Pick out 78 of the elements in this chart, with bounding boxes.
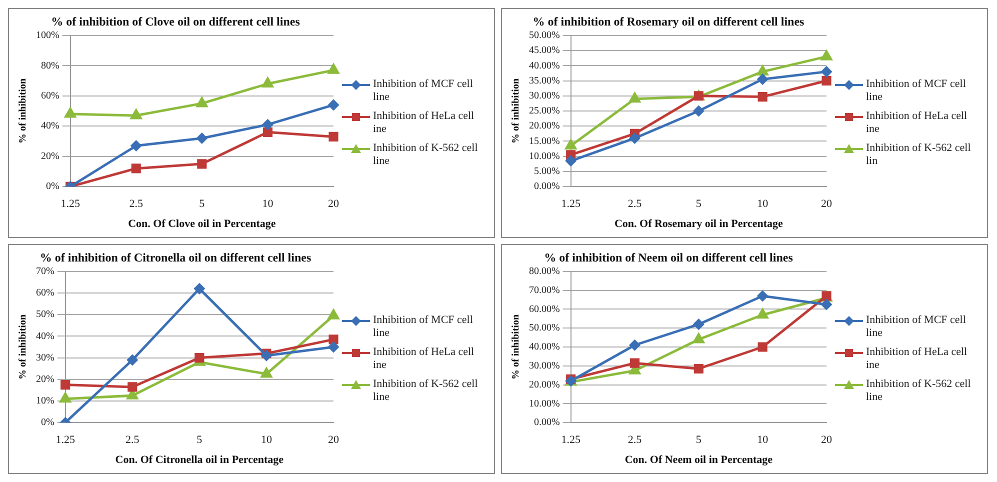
y-axis-title: % of inhibition — [18, 314, 29, 380]
y-tick-label: 80.00% — [528, 266, 560, 278]
y-tick-label: 35.00% — [528, 75, 560, 86]
y-tick-label: 30% — [36, 352, 54, 364]
y-tick-label: 40% — [36, 330, 54, 342]
x-axis-title: Con. Of Clove oil in Percentage — [128, 218, 276, 230]
y-tick-label: 60% — [36, 288, 54, 299]
y-tick-label: 60% — [40, 90, 60, 102]
y-tick-label: 0% — [40, 417, 54, 428]
x-tick-label: 1.25 — [561, 434, 581, 446]
y-tick-label: 10.00% — [528, 398, 560, 410]
x-tick-label: 10 — [262, 198, 274, 210]
legend-label: Inhibition of K-562 cell line — [866, 378, 972, 404]
x-tick-label: 5 — [199, 198, 206, 210]
legend-label: Inhibition of MCF cell line — [866, 78, 967, 104]
x-tick-label: 10 — [260, 434, 272, 446]
y-axis-title: % of inhibition — [18, 78, 29, 144]
x-tick-label: 20 — [328, 434, 340, 446]
y-tick-label: 0.00% — [534, 181, 560, 192]
legend-label: Inhibition of HeLa cell ine — [866, 110, 968, 136]
x-tick-label: 20 — [821, 198, 832, 210]
y-tick-label: 60.00% — [528, 304, 560, 315]
x-axis-title: Con. Of Neem oil in Percentage — [624, 454, 773, 466]
x-tick-label: 10 — [757, 198, 769, 210]
x-tick-label: 2.5 — [628, 198, 642, 210]
chart-title: % of inhibition of Rosemary oil on different cell lines — [532, 14, 805, 28]
y-axis-title: % of inhibition — [510, 314, 522, 380]
x-tick-label: 2.5 — [126, 434, 140, 446]
y-tick-label: 70% — [36, 266, 54, 278]
legend-label: Inhibition of MCF cell line — [373, 314, 474, 340]
x-axis-title: Con. Of Rosemary oil in Percentage — [614, 218, 783, 230]
y-tick-label: 70.00% — [528, 284, 560, 296]
x-tick-label: 5 — [196, 434, 203, 446]
y-tick-label: 45.00% — [528, 45, 560, 56]
legend-label: Inhibition of MCF cell line — [866, 314, 967, 340]
y-tick-label: 20% — [40, 150, 60, 162]
y-tick-label: 25.00% — [528, 106, 560, 117]
y-tick-label: 50% — [36, 309, 54, 320]
legend-label: Inhibition of HeLa cell ine — [373, 110, 476, 136]
x-tick-label: 20 — [821, 434, 832, 446]
y-axis-title: % of inhibition — [510, 78, 522, 144]
y-tick-label: 20.00% — [528, 379, 560, 390]
y-tick-label: 0% — [46, 181, 60, 192]
x-tick-label: 2.5 — [129, 198, 144, 210]
legend-label: Inhibition of HeLa cell ine — [373, 346, 476, 372]
y-tick-label: 20.00% — [528, 120, 560, 132]
y-tick-label: 40.00% — [528, 342, 560, 353]
y-tick-label: 0.00% — [534, 417, 560, 428]
x-tick-label: 20 — [328, 198, 340, 210]
y-tick-label: 20% — [36, 374, 54, 386]
chart-title: % of inhibition of Neem oil on different cell lines — [544, 250, 794, 264]
x-tick-label: 5 — [696, 434, 702, 446]
x-tick-label: 1.25 — [561, 198, 581, 210]
x-tick-label: 2.5 — [628, 434, 642, 446]
x-tick-label: 10 — [757, 434, 769, 446]
x-tick-label: 1.25 — [56, 434, 76, 446]
y-tick-label: 10% — [36, 396, 54, 407]
y-tick-label: 80% — [40, 60, 60, 72]
x-axis-title: Con. Of Citronella oil in Percentage — [115, 454, 284, 466]
y-tick-label: 15.00% — [528, 136, 560, 147]
legend-label: Inhibition of MCF cell line — [373, 78, 474, 104]
y-tick-label: 40.00% — [528, 60, 560, 72]
y-tick-label: 30.00% — [528, 90, 560, 102]
y-tick-label: 40% — [40, 120, 60, 132]
y-tick-label: 10.00% — [528, 150, 560, 162]
y-tick-label: 100% — [36, 30, 60, 42]
y-tick-label: 5.00% — [534, 166, 560, 178]
legend-label: Inhibition of K-562 cell line — [373, 142, 479, 168]
legend-label: Inhibition of K-562 cell lin — [866, 142, 972, 168]
y-tick-label: 50.00% — [528, 30, 560, 42]
chart-title: % of inhibition of Clove oil on different cell lines — [51, 14, 300, 28]
legend-label: Inhibition of K-562 cell line — [373, 378, 479, 404]
legend-label: Inhibition of HeLa cell ine — [866, 346, 968, 372]
x-tick-label: 5 — [696, 198, 702, 210]
chart-title: % of inhibition of Citronella oil on different cell lines — [40, 250, 312, 264]
y-tick-label: 30.00% — [528, 360, 560, 372]
x-tick-label: 1.25 — [60, 198, 80, 210]
y-tick-label: 50.00% — [528, 322, 560, 334]
